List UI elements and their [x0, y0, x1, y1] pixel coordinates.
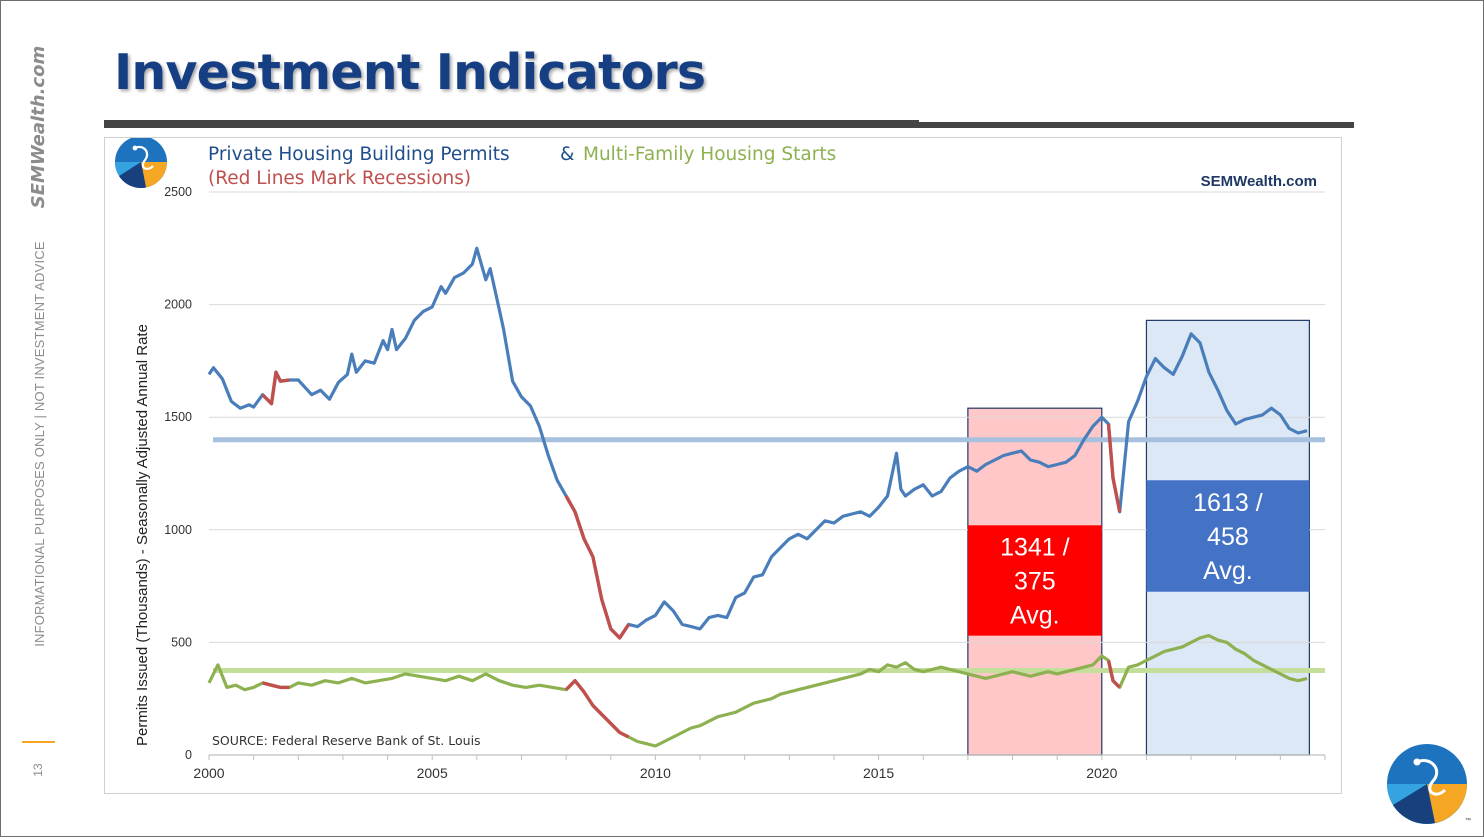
recession-segments-2 — [262, 660, 1121, 739]
period-labels: 1341 / 375 Avg. 1613 / 458 Avg. — [967, 480, 1310, 636]
chart-title-part1: Private Housing Building Permits — [208, 144, 510, 165]
x-tick-label-2015: 2015 — [863, 765, 894, 781]
chart-subtitle: (Red Lines Mark Recessions) — [208, 168, 471, 189]
chart-gridlines — [209, 191, 1325, 643]
y-tick-label-2000: 2000 — [164, 298, 192, 312]
recession-segments-1 — [261, 370, 1122, 640]
x-tick-label-2000: 2000 — [193, 765, 224, 781]
side-brand: SEMWealth.com — [28, 45, 49, 209]
y-axis-label: Permits Issued (Thousands) - Seasonally … — [134, 324, 151, 746]
chart-series — [207, 246, 1308, 748]
chart-axes: 2000 2005 2010 2015 2020 0 500 1000 1500 2000 2500 — [164, 185, 1326, 781]
period-label-line-1-3: Avg. — [1010, 601, 1060, 629]
brand-logo-icon — [114, 138, 167, 189]
period-label-box-1 — [967, 525, 1102, 636]
y-tick-label-2500: 2500 — [164, 185, 192, 199]
chart-title-part2: Multi-Family Housing Starts — [583, 144, 836, 165]
y-tick-label-500: 500 — [171, 635, 192, 649]
side-accent-line — [22, 741, 55, 743]
x-tick-label-2010: 2010 — [640, 765, 671, 781]
chart-container: 1341 /375 Avg. 1613 /458 Avg. 2000 2005 2010 2… — [104, 137, 1342, 794]
title-rule — [104, 122, 1354, 128]
average-lines — [213, 437, 1325, 674]
trademark-mark: ™ — [1465, 818, 1471, 824]
y-tick-label-1500: 1500 — [164, 410, 192, 424]
chart-title-ampersand: & — [560, 144, 574, 165]
period-label-box-2 — [1146, 480, 1310, 592]
period-label-line-2-2: 458 — [1207, 523, 1249, 551]
x-tick-label-2020: 2020 — [1086, 765, 1117, 781]
page-number: 13 — [31, 763, 45, 777]
slide-title: Investment Indicators — [114, 44, 706, 101]
series-line-2 — [207, 634, 1308, 748]
series-line-1 — [207, 246, 1308, 640]
x-tick-label-2005: 2005 — [417, 765, 448, 781]
chart-watermark: SEMWealth.com — [1201, 173, 1317, 190]
period-label-line-2-3: Avg. — [1203, 557, 1253, 585]
corner-logo-icon — [1387, 744, 1467, 824]
title-rule-top — [104, 120, 919, 122]
side-disclaimer: INFORMATIONAL PURPOSES ONLY | NOT INVEST… — [32, 241, 47, 647]
period-label-line-1-1: 1341 / — [1000, 533, 1070, 561]
period-label-line-1-2: 375 — [1014, 567, 1056, 595]
period-label-line-2-1: 1613 / — [1193, 489, 1263, 517]
y-tick-label-1000: 1000 — [164, 523, 192, 537]
y-tick-label-0: 0 — [185, 748, 192, 762]
chart-source: SOURCE: Federal Reserve Bank of St. Loui… — [212, 733, 481, 748]
